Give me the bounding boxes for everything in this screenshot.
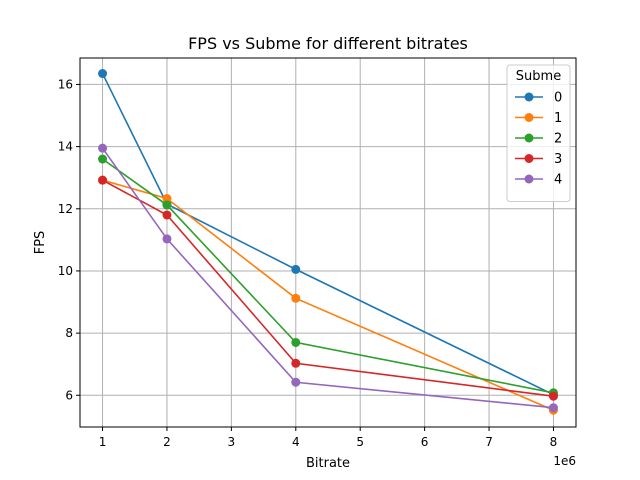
series-line xyxy=(102,158,554,394)
legend-title: Subme xyxy=(516,69,561,84)
series-line xyxy=(101,73,554,396)
y-tick-label: 6 xyxy=(65,388,73,402)
x-tick-label: 4 xyxy=(292,435,300,449)
y-tick-label: 8 xyxy=(65,326,73,340)
data-point xyxy=(162,234,172,244)
data-point xyxy=(291,337,301,347)
legend-swatch-marker xyxy=(524,113,534,122)
x-axis-offset-text: 1e6 xyxy=(553,454,576,468)
chart-title: FPS vs Subme for different bitrates xyxy=(188,34,468,53)
data-point xyxy=(291,293,301,303)
legend-label: 1 xyxy=(554,111,562,126)
legend-swatch-marker xyxy=(524,174,534,184)
y-tick-label: 16 xyxy=(58,77,73,91)
data-point xyxy=(291,264,301,274)
x-tick-label: 8 xyxy=(550,435,558,449)
data-point xyxy=(162,200,172,210)
series-line xyxy=(102,179,554,398)
series-subme-2 xyxy=(98,154,558,398)
series-line xyxy=(102,179,554,411)
plot-frame xyxy=(79,57,577,428)
x-tick-label: 2 xyxy=(163,435,171,449)
legend-item: 1 xyxy=(515,111,562,126)
legend-swatch-marker xyxy=(524,92,534,102)
legend-label: 4 xyxy=(554,173,562,188)
y-axis-label: FPS xyxy=(33,231,48,255)
x-axis-label: Bitrate xyxy=(306,456,350,471)
data-point xyxy=(162,210,172,220)
legend-swatch-marker xyxy=(524,133,534,143)
data-point xyxy=(98,154,108,164)
legend-box xyxy=(506,64,571,202)
legend-label: 3 xyxy=(554,152,562,167)
data-point xyxy=(98,143,108,153)
y-tick-label: 14 xyxy=(58,140,73,154)
y-tick-label: 12 xyxy=(58,202,73,216)
data-point xyxy=(98,69,108,79)
legend-swatch-marker xyxy=(524,154,534,163)
series-layer xyxy=(98,69,558,415)
x-tick-label: 1 xyxy=(99,435,107,449)
data-point xyxy=(162,194,172,204)
legend-item: 2 xyxy=(515,132,562,147)
x-tick-label: 6 xyxy=(421,435,429,449)
legend-item: 4 xyxy=(515,173,562,188)
x-tick-label: 5 xyxy=(356,435,364,449)
series-line xyxy=(101,147,554,409)
y-tick-label: 10 xyxy=(58,264,73,278)
legend-label: 2 xyxy=(554,132,562,147)
data-point xyxy=(548,403,558,413)
legend-label: 0 xyxy=(554,91,562,106)
x-tick-label: 7 xyxy=(485,435,493,449)
x-tick-label: 3 xyxy=(228,435,236,449)
legend-item: 3 xyxy=(515,152,562,167)
data-point xyxy=(98,175,108,185)
legend: Subme 0 1 2 3 4 xyxy=(506,64,571,202)
series-subme-4 xyxy=(98,143,558,413)
legend-item: 0 xyxy=(515,91,562,106)
series-subme-3 xyxy=(98,175,558,401)
data-point xyxy=(291,377,301,387)
data-point xyxy=(291,358,301,368)
data-point xyxy=(548,391,558,401)
